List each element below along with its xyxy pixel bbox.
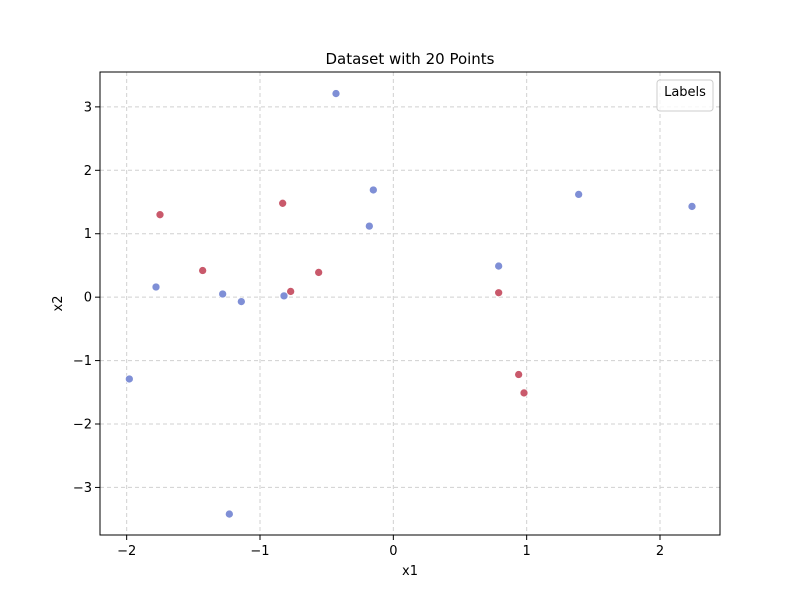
plot-frame (99, 71, 721, 536)
data-point-series-1 (224, 509, 234, 519)
x-tick-label: 0 (389, 544, 397, 559)
legend-box (656, 79, 714, 112)
y-axis-label: x2 (51, 296, 66, 312)
y-tick-label: 1 (84, 227, 92, 242)
data-point-series-2 (514, 370, 524, 379)
y-tick-label: 0 (84, 291, 92, 306)
data-point-series-2 (278, 198, 288, 208)
data-point-series-1 (218, 289, 228, 299)
data-point-series-1 (687, 202, 697, 211)
chart-title: Dataset with 20 Points (325, 50, 494, 68)
data-point-series-1 (236, 297, 246, 306)
data-points (124, 89, 697, 519)
data-point-series-1 (574, 190, 584, 199)
plot-area (100, 72, 720, 535)
data-point-series-2 (198, 266, 208, 275)
data-point-series-2 (494, 288, 504, 298)
x-tick-label: −1 (250, 544, 269, 559)
data-point-series-2 (286, 287, 296, 296)
data-point-series-1 (124, 374, 134, 384)
legend-title: Labels (664, 85, 706, 100)
y-tick-label: 2 (84, 164, 92, 179)
y-tick-label: 3 (84, 100, 92, 115)
data-point-series-2 (519, 388, 529, 398)
y-tick-label: −2 (73, 418, 92, 433)
data-point-series-1 (364, 221, 374, 231)
grid (100, 72, 720, 535)
data-point-series-1 (331, 89, 341, 98)
x-tick-label: 2 (656, 544, 664, 559)
legend: Labels (656, 79, 714, 112)
data-point-series-1 (151, 282, 161, 292)
axis-ticks: −2 −1 0 1 2 −3 −2 −1 0 1 2 3 (73, 100, 664, 559)
x-tick-label: −2 (117, 544, 136, 559)
data-point-series-1 (494, 261, 504, 271)
data-point-series-2 (314, 268, 324, 277)
data-point-series-1 (279, 291, 289, 301)
data-point-series-2 (155, 210, 165, 220)
x-tick-label: 1 (523, 544, 531, 559)
x-axis-label: x1 (402, 564, 418, 579)
y-tick-label: −1 (73, 354, 92, 369)
y-tick-label: −3 (73, 481, 92, 496)
data-point-series-1 (368, 185, 378, 195)
